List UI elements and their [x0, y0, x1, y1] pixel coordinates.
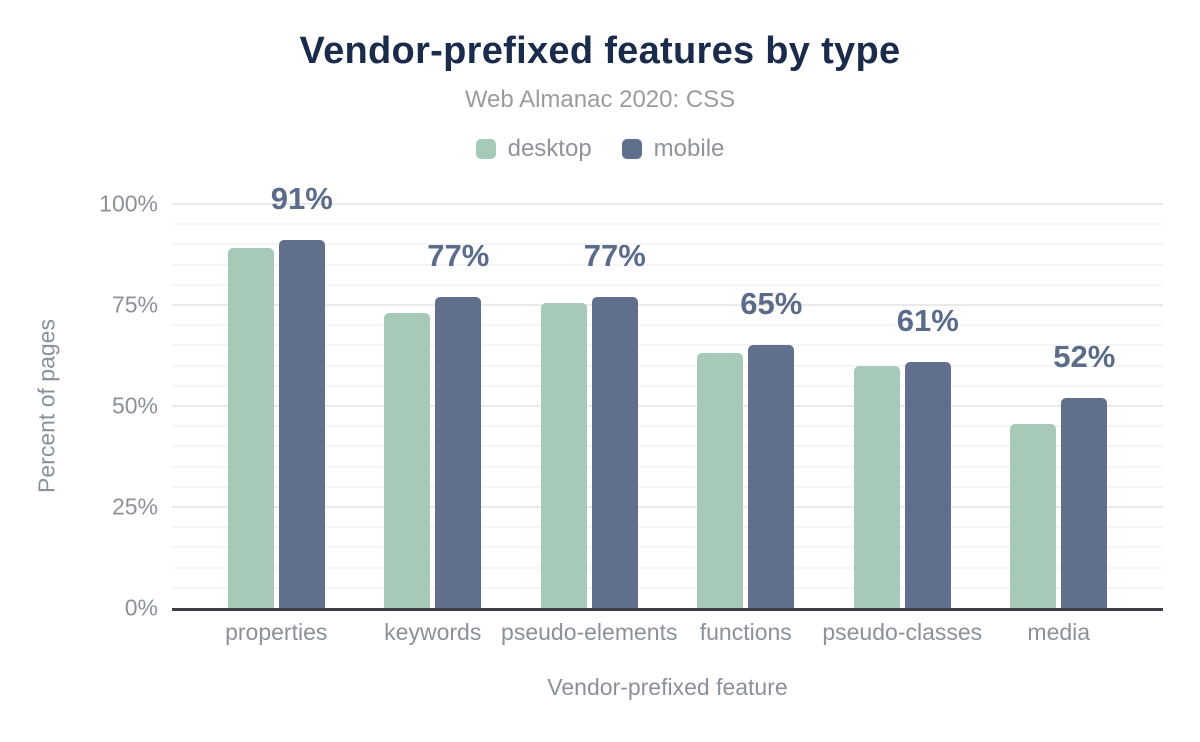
- bar-mobile-functions: 65%: [740, 288, 802, 608]
- x-tick-label-pseudo-classes: pseudo-classes: [822, 619, 983, 645]
- bar-mobile-keywords: 77%: [427, 240, 489, 608]
- y-tick-label-25: 25%: [111, 493, 158, 520]
- gridlines: [172, 203, 1163, 608]
- minor-gridline-85: [172, 263, 1163, 266]
- y-tick-label-100: 100%: [99, 190, 158, 217]
- bar-groups: 91% properties 77% keywords 77% pseudo-elemen…: [198, 183, 1138, 645]
- legend-item-mobile[interactable]: mobile: [621, 135, 725, 163]
- minor-gridline-15: [172, 546, 1163, 549]
- data-label-functions: 65%: [740, 286, 803, 322]
- minor-gridline-30: [172, 485, 1163, 488]
- bar-mobile-media: 52%: [1053, 341, 1115, 608]
- y-tick-label-50: 50%: [111, 392, 158, 419]
- minor-gridline-70: [172, 324, 1163, 327]
- y-tick-label-0: 0%: [124, 594, 158, 621]
- minor-gridline-35: [172, 465, 1163, 468]
- legend: desktop mobile: [0, 135, 1200, 163]
- minor-gridline-65: [172, 344, 1163, 347]
- bar-desktop-properties: [227, 248, 274, 608]
- minor-gridline-40: [172, 445, 1163, 448]
- minor-gridline-55: [172, 384, 1163, 387]
- bar-group-media: 52% media: [981, 204, 1138, 645]
- bar-desktop-functions: [697, 353, 744, 608]
- bar-group-functions: 65% functions: [668, 204, 825, 645]
- data-label-keywords: 77%: [427, 237, 490, 273]
- x-tick-label-pseudo-elements: pseudo-elements: [501, 619, 678, 645]
- chart-title: Vendor-prefixed features by type: [299, 30, 901, 72]
- minor-gridline-60: [172, 364, 1163, 367]
- bar-desktop-pseudo-elements: [540, 302, 587, 608]
- x-tick-label-properties: properties: [225, 619, 328, 645]
- x-tick-label-media: media: [1027, 619, 1091, 645]
- bar-group-pseudo-classes: 61% pseudo-classes: [822, 204, 982, 645]
- major-gridline-75: [172, 304, 1163, 306]
- legend-label-mobile: mobile: [653, 135, 725, 162]
- minor-gridline-95: [172, 223, 1163, 226]
- bar-mobile-pseudo-elements: 77%: [584, 240, 646, 608]
- bar-desktop-media: [1010, 424, 1057, 608]
- chart-subtitle: Web Almanac 2020: CSS: [464, 86, 736, 113]
- y-axis-labels: 0% 25% 50% 75% 100%: [0, 192, 158, 619]
- data-label-properties: 91%: [270, 181, 333, 217]
- minor-gridline-90: [172, 243, 1163, 246]
- x-tick-label-functions: functions: [699, 619, 792, 645]
- x-tick-label-keywords: keywords: [384, 619, 482, 645]
- bar-desktop-pseudo-classes: [853, 365, 900, 608]
- x-axis-title: Vendor-prefixed feature: [547, 674, 788, 700]
- minor-gridline-5: [172, 586, 1163, 589]
- bar-group-properties: 91% properties: [198, 183, 355, 645]
- minor-gridline-80: [172, 283, 1163, 286]
- major-gridline-100: [172, 203, 1163, 205]
- legend-swatch-mobile: [621, 139, 642, 159]
- bar-group-keywords: 77% keywords: [355, 204, 512, 645]
- legend-item-desktop[interactable]: desktop: [475, 135, 592, 163]
- minor-gridline-20: [172, 526, 1163, 529]
- y-tick-label-75: 75%: [111, 291, 158, 318]
- minor-gridline-45: [172, 425, 1163, 428]
- bar-mobile-pseudo-classes: 61%: [897, 305, 959, 608]
- data-label-pseudo-classes: 61%: [896, 302, 959, 338]
- bar-group-pseudo-elements: 77% pseudo-elements: [501, 204, 677, 645]
- minor-gridline-10: [172, 566, 1163, 569]
- legend-swatch-desktop: [475, 139, 496, 159]
- data-label-pseudo-elements: 77%: [583, 237, 646, 273]
- major-gridline-50: [172, 405, 1163, 407]
- major-gridline-25: [172, 506, 1163, 508]
- data-label-media: 52%: [1053, 338, 1116, 374]
- bar-mobile-properties: 91%: [271, 183, 333, 608]
- plot-area: 91% properties 77% keywords 77% pseudo-elemen…: [172, 183, 1163, 645]
- legend-label-desktop: desktop: [507, 135, 592, 162]
- bar-desktop-keywords: [384, 313, 431, 608]
